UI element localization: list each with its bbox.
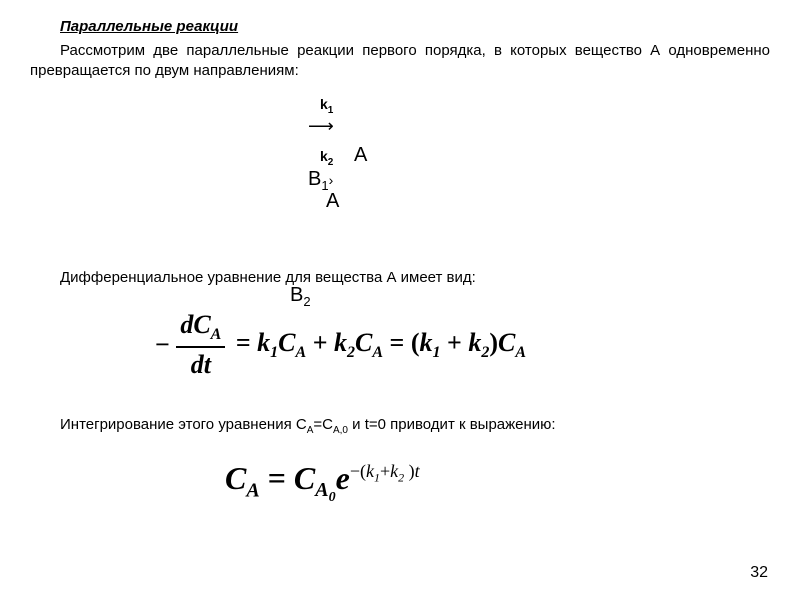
eq2-exp-t: t [415, 461, 420, 481]
eq2-c2: C [294, 460, 315, 496]
k1-text: k [320, 96, 328, 112]
eq1-c3: C [498, 328, 515, 357]
eq2-exp-k2: k [390, 461, 398, 481]
letter-b2: B2 [290, 284, 311, 309]
eq2-eq: = [268, 460, 286, 496]
eq1-k1-sub: 1 [270, 344, 278, 361]
eq1-c1: C [278, 328, 295, 357]
arrow-2: › [329, 172, 334, 188]
k2-sub: 2 [328, 156, 334, 167]
page-number: 32 [750, 564, 768, 582]
eq1-lp: ( [411, 328, 420, 357]
eq1-denominator: dt [176, 348, 225, 380]
eq1-k2: k [334, 328, 347, 357]
eq1-minus: − [155, 330, 170, 360]
eq1-rp: ) [489, 328, 498, 357]
k2-label: k2 [320, 148, 333, 168]
int-text-1: Интегрирование этого уравнения C [60, 416, 307, 433]
eq1-k1: k [257, 328, 270, 357]
k1-label: k1 [320, 96, 333, 116]
eq2-exp-k1: k [366, 461, 374, 481]
intro-paragraph: Рассмотрим две параллельные реакции перв… [30, 41, 770, 82]
eq1-c1-sub: A [296, 344, 307, 361]
b2-sub: 2 [303, 294, 310, 309]
eq1-num-sub: A [211, 326, 222, 343]
eq1-plus2: + [447, 328, 462, 357]
k1-sub: 1 [328, 104, 334, 115]
eq1-num-d: dC [180, 310, 210, 339]
eq1-eq2: = [390, 328, 405, 357]
integration-text: Интегрирование этого уравнения CA=CA,0 и… [60, 416, 556, 436]
integrated-equation: CA = CA0e−(k1+k2 )t [225, 460, 420, 506]
eq1-c2: C [355, 328, 372, 357]
eq1-k3: k [420, 328, 433, 357]
eq2-c2-sub: A0 [315, 479, 335, 501]
eq1-k2-sub: 2 [347, 344, 355, 361]
eq2-exp-plus: + [380, 461, 390, 481]
eq1-numerator: dCA [176, 310, 225, 348]
eq2-e: e [336, 460, 350, 496]
int-sub2: A,0 [333, 425, 348, 436]
int-text-2: =C [313, 416, 333, 433]
section-title: Параллельные реакции [60, 18, 770, 35]
eq1-k4: k [468, 328, 481, 357]
letter-a2: A [326, 190, 339, 213]
eq2-c1: C [225, 460, 246, 496]
eq1-eq: = [236, 328, 251, 357]
eq2-c2-subsub: 0 [329, 490, 336, 505]
eq2-exponent: −(k1+k2 )t [350, 461, 420, 481]
differential-equation: − dCA dt = k1CA + k2CA = (k1 + k2)CA [155, 310, 526, 380]
arrow-1: ⟶ [308, 116, 334, 137]
eq1-c3-sub: A [515, 344, 526, 361]
eq1-body: = k1CA + k2CA = (k1 + k2)CA [236, 328, 526, 362]
k2-text: k [320, 148, 328, 164]
int-text-3: и t=0 приводит к выражению: [348, 416, 556, 433]
eq1-fraction: dCA dt [176, 310, 225, 380]
eq1-plus1: + [313, 328, 328, 357]
b2-text: B [290, 284, 303, 306]
b1-text: B [308, 168, 321, 190]
eq1-k3-sub: 1 [433, 344, 441, 361]
letter-a1: A [354, 144, 367, 167]
eq2-exp-rp: ) [404, 461, 415, 481]
eq2-c1-sub: A [246, 479, 259, 501]
eq2-exp-minus: −( [350, 461, 366, 481]
reaction-scheme: k1 ⟶ k2 A B1› A [30, 96, 770, 236]
eq1-c2-sub: A [372, 344, 383, 361]
differential-text: Дифференциальное уравнение для вещества … [60, 269, 476, 286]
